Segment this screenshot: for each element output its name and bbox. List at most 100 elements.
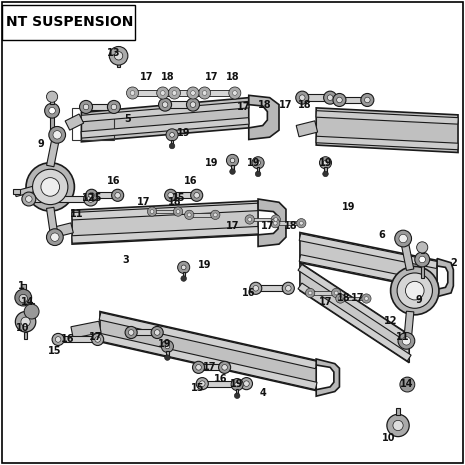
- Circle shape: [173, 207, 183, 216]
- Circle shape: [150, 210, 154, 213]
- Text: 11: 11: [70, 209, 84, 219]
- Text: 5: 5: [125, 113, 131, 124]
- Text: 12: 12: [384, 316, 398, 326]
- Polygon shape: [437, 259, 453, 297]
- Polygon shape: [46, 137, 60, 167]
- Circle shape: [87, 196, 94, 202]
- Polygon shape: [202, 380, 246, 387]
- Polygon shape: [193, 90, 235, 96]
- Circle shape: [393, 420, 403, 431]
- Circle shape: [230, 169, 235, 174]
- Circle shape: [89, 193, 94, 198]
- Text: 17: 17: [319, 297, 332, 307]
- Text: 16: 16: [107, 176, 121, 186]
- Circle shape: [125, 326, 137, 339]
- Polygon shape: [189, 213, 215, 217]
- Polygon shape: [81, 101, 249, 122]
- Circle shape: [161, 340, 173, 352]
- Polygon shape: [420, 248, 424, 253]
- Circle shape: [160, 91, 165, 95]
- Circle shape: [193, 361, 205, 373]
- Polygon shape: [92, 193, 118, 199]
- Circle shape: [162, 102, 168, 107]
- Circle shape: [165, 189, 177, 201]
- Text: 16: 16: [184, 176, 198, 186]
- Polygon shape: [299, 255, 438, 289]
- Polygon shape: [316, 111, 458, 124]
- Circle shape: [365, 297, 368, 300]
- Text: 18: 18: [258, 100, 272, 110]
- Polygon shape: [131, 329, 157, 336]
- Circle shape: [168, 87, 180, 99]
- Circle shape: [15, 289, 32, 306]
- Text: 19: 19: [319, 158, 332, 168]
- Polygon shape: [404, 311, 414, 338]
- Circle shape: [395, 230, 412, 247]
- Polygon shape: [302, 94, 330, 101]
- Polygon shape: [81, 98, 249, 142]
- Text: 16: 16: [214, 374, 228, 384]
- Circle shape: [226, 154, 239, 166]
- Circle shape: [157, 87, 169, 99]
- Text: 17: 17: [202, 362, 216, 372]
- Text: 11: 11: [395, 332, 409, 342]
- Polygon shape: [71, 321, 101, 338]
- Text: 19: 19: [198, 260, 212, 270]
- Polygon shape: [420, 260, 424, 278]
- Circle shape: [178, 261, 190, 273]
- Polygon shape: [298, 283, 411, 361]
- Circle shape: [299, 221, 303, 225]
- Polygon shape: [256, 286, 288, 291]
- Circle shape: [186, 98, 199, 111]
- Circle shape: [154, 330, 160, 335]
- Text: 6: 6: [378, 230, 385, 240]
- Circle shape: [199, 381, 205, 386]
- Circle shape: [336, 294, 345, 303]
- Circle shape: [324, 91, 337, 104]
- Polygon shape: [166, 351, 168, 357]
- Circle shape: [333, 93, 346, 106]
- Text: 17: 17: [226, 220, 239, 231]
- Polygon shape: [46, 207, 58, 234]
- Circle shape: [245, 215, 254, 224]
- Polygon shape: [316, 108, 458, 153]
- Text: 14: 14: [21, 297, 35, 307]
- Circle shape: [187, 213, 191, 217]
- Text: 17: 17: [279, 100, 293, 110]
- Circle shape: [166, 129, 178, 141]
- Text: 17: 17: [237, 102, 251, 112]
- Circle shape: [196, 365, 201, 370]
- Circle shape: [398, 332, 415, 349]
- Polygon shape: [72, 203, 258, 220]
- Circle shape: [130, 91, 135, 95]
- Circle shape: [26, 196, 32, 202]
- Text: 15: 15: [191, 383, 205, 393]
- Circle shape: [49, 126, 66, 143]
- Circle shape: [202, 91, 207, 95]
- Text: 1: 1: [18, 281, 24, 291]
- Circle shape: [49, 107, 55, 114]
- Text: 19: 19: [158, 339, 172, 349]
- Polygon shape: [199, 365, 225, 370]
- Text: NT SUSPENSION: NT SUSPENSION: [6, 15, 133, 29]
- Circle shape: [213, 213, 217, 217]
- Text: 10: 10: [381, 433, 395, 443]
- Circle shape: [107, 100, 120, 113]
- Circle shape: [419, 256, 425, 263]
- Text: 15: 15: [172, 193, 186, 203]
- Circle shape: [151, 326, 163, 339]
- Text: 18: 18: [284, 220, 298, 231]
- Circle shape: [46, 229, 63, 246]
- Circle shape: [362, 294, 371, 303]
- Circle shape: [165, 344, 170, 349]
- Polygon shape: [99, 312, 317, 369]
- Circle shape: [33, 169, 68, 205]
- Polygon shape: [405, 377, 409, 382]
- Polygon shape: [171, 193, 197, 199]
- Polygon shape: [300, 232, 437, 291]
- Text: 9: 9: [38, 139, 44, 149]
- Polygon shape: [300, 263, 409, 363]
- Circle shape: [172, 91, 177, 95]
- Circle shape: [339, 297, 342, 300]
- Polygon shape: [232, 165, 233, 171]
